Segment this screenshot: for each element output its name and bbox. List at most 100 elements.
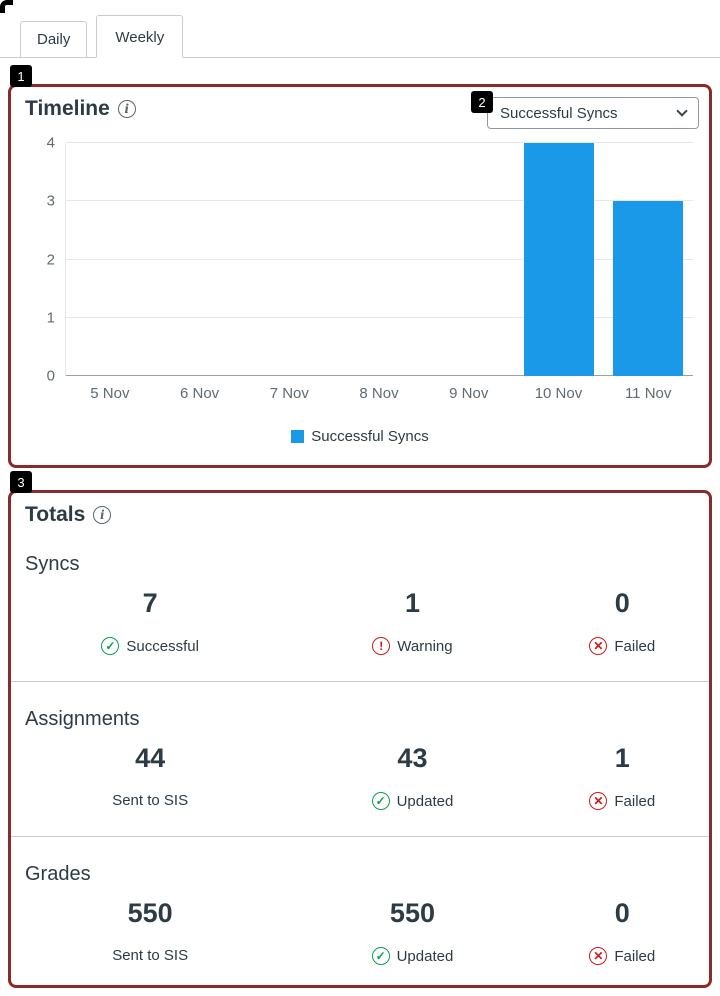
stat-label-row: ! Warning <box>281 637 543 655</box>
stat-value: 43 <box>397 743 428 773</box>
x-circle-icon: ✕ <box>589 792 608 810</box>
tab-weekly[interactable]: Weekly <box>96 15 184 58</box>
totals-title: Totals <box>25 503 86 526</box>
annotation-badge-2: 2 <box>471 91 493 113</box>
x-circle-icon: ✕ <box>589 637 608 655</box>
x-tick-label: 5 Nov <box>90 385 130 402</box>
legend-label: Successful Syncs <box>311 428 429 445</box>
check-circle-icon: ✓ <box>371 792 390 810</box>
bar-slot <box>514 143 604 376</box>
bar-slot <box>245 143 335 376</box>
bar-slot <box>603 143 693 376</box>
metric-select-value: Successful Syncs <box>500 104 618 122</box>
stat: 7 ✓ Successful <box>19 590 281 655</box>
x-tick-label: 11 Nov <box>624 385 672 402</box>
stat: 550 Sent to SIS <box>19 900 281 965</box>
totals-section: Grades 550 Sent to SIS 550 ✓ Updated 0 ✕… <box>19 863 701 965</box>
x-axis-spacer <box>19 385 65 402</box>
y-tick-label: 1 <box>46 309 55 327</box>
section-divider <box>11 836 709 837</box>
stat-label-row: Sent to SIS <box>19 792 281 809</box>
timeline-panel: 1 Timeline i 2 Successful Syncs 0 1 2 3 4 5 … <box>8 65 712 468</box>
legend-swatch <box>291 430 305 443</box>
stat-label-row: ✓ Successful <box>19 637 281 655</box>
bar-11-nov <box>613 201 684 376</box>
section-name: Grades <box>25 863 91 885</box>
check-circle-icon: ✓ <box>101 637 120 655</box>
stat-label: Failed <box>614 637 656 655</box>
y-tick-label: 4 <box>46 134 55 152</box>
totals-section: Syncs 7 ✓ Successful 1 ! Warning 0 ✕ Fai… <box>19 553 701 655</box>
timeline-title-row: Timeline i <box>25 97 136 121</box>
stat-label-row: ✓ Updated <box>281 947 543 965</box>
stat-label: Warning <box>397 637 453 655</box>
tab-bar: Daily Weekly <box>0 0 720 58</box>
stat: 0 ✕ Failed <box>544 900 701 965</box>
screenshot-corner-artifact <box>0 0 13 13</box>
stat-label-row: Sent to SIS <box>19 947 281 964</box>
gridline <box>66 142 693 143</box>
gridline <box>66 375 693 376</box>
bar-slot <box>156 143 246 376</box>
stat-label: Sent to SIS <box>112 947 189 964</box>
totals-sections: Syncs 7 ✓ Successful 1 ! Warning 0 ✕ Fai… <box>11 553 709 965</box>
timeline-header: Timeline i 2 Successful Syncs <box>19 91 701 129</box>
stats-grid: 44 Sent to SIS 43 ✓ Updated 1 ✕ Failed <box>19 745 701 810</box>
x-axis-row: 5 Nov 6 Nov 7 Nov 8 Nov 9 Nov 10 Nov 11 Nov <box>19 385 701 402</box>
stat: 43 ✓ Updated <box>281 745 543 810</box>
stats-grid: 550 Sent to SIS 550 ✓ Updated 0 ✕ Failed <box>19 900 701 965</box>
x-axis: 5 Nov 6 Nov 7 Nov 8 Nov 9 Nov 10 Nov 11 Nov <box>65 385 693 402</box>
stats-grid: 7 ✓ Successful 1 ! Warning 0 ✕ Failed <box>19 590 701 655</box>
stat-value: 7 <box>142 588 158 618</box>
stat: 550 ✓ Updated <box>281 900 543 965</box>
gridline <box>66 258 693 260</box>
timeline-title: Timeline <box>25 97 110 120</box>
stat-label-row: ✕ Failed <box>544 947 701 965</box>
stat-label-row: ✕ Failed <box>544 637 701 655</box>
bar-10-nov <box>523 143 594 376</box>
y-tick-label: 0 <box>46 367 55 385</box>
section-divider <box>11 681 709 682</box>
stat-label-row: ✕ Failed <box>544 792 701 810</box>
stat: 0 ✕ Failed <box>544 590 701 655</box>
totals-panel: 3 Totals i Syncs 7 ✓ Successful 1 ! Warn… <box>8 471 712 988</box>
x-circle-icon: ✕ <box>589 947 608 965</box>
section-name: Assignments <box>25 708 140 730</box>
gridline <box>66 200 693 202</box>
stat-value: 1 <box>404 588 420 618</box>
metric-select[interactable]: Successful Syncs <box>487 97 699 129</box>
bar-slot <box>424 143 514 376</box>
gridline <box>66 316 693 318</box>
stat-value: 44 <box>135 743 166 773</box>
chevron-down-icon <box>676 105 688 117</box>
totals-title-row: Totals i <box>25 503 701 527</box>
stat-label: Updated <box>396 792 454 810</box>
info-icon[interactable]: i <box>93 506 112 524</box>
x-tick-label: 10 Nov <box>534 385 583 402</box>
stat: 44 Sent to SIS <box>19 745 281 810</box>
x-tick-label: 8 Nov <box>359 385 399 402</box>
chart-legend: Successful Syncs <box>19 428 701 445</box>
stat-value: 550 <box>389 898 435 928</box>
stat-label: Failed <box>614 947 656 965</box>
stat-label: Failed <box>614 792 656 810</box>
stat-label: Successful <box>126 637 199 655</box>
totals-section: Assignments 44 Sent to SIS 43 ✓ Updated … <box>19 708 701 810</box>
stat: 1 ! Warning <box>281 590 543 655</box>
stat-value: 0 <box>614 588 630 618</box>
check-circle-icon: ✓ <box>371 947 390 965</box>
tab-daily[interactable]: Daily <box>20 21 88 57</box>
bar-slot <box>66 143 156 376</box>
stat-label: Sent to SIS <box>112 792 189 809</box>
x-tick-label: 6 Nov <box>179 385 220 402</box>
x-tick-label: 9 Nov <box>449 385 489 402</box>
annotation-badge-3: 3 <box>10 471 32 493</box>
stat-value: 550 <box>127 898 173 928</box>
metric-select-wrapper: 2 Successful Syncs <box>471 91 699 129</box>
y-tick-label: 2 <box>46 251 55 268</box>
section-name: Syncs <box>25 553 80 575</box>
plot-area <box>65 142 693 376</box>
bar-chart: 0 1 2 3 4 <box>19 136 701 384</box>
y-tick-label: 3 <box>46 192 55 210</box>
info-icon[interactable]: i <box>117 100 136 118</box>
